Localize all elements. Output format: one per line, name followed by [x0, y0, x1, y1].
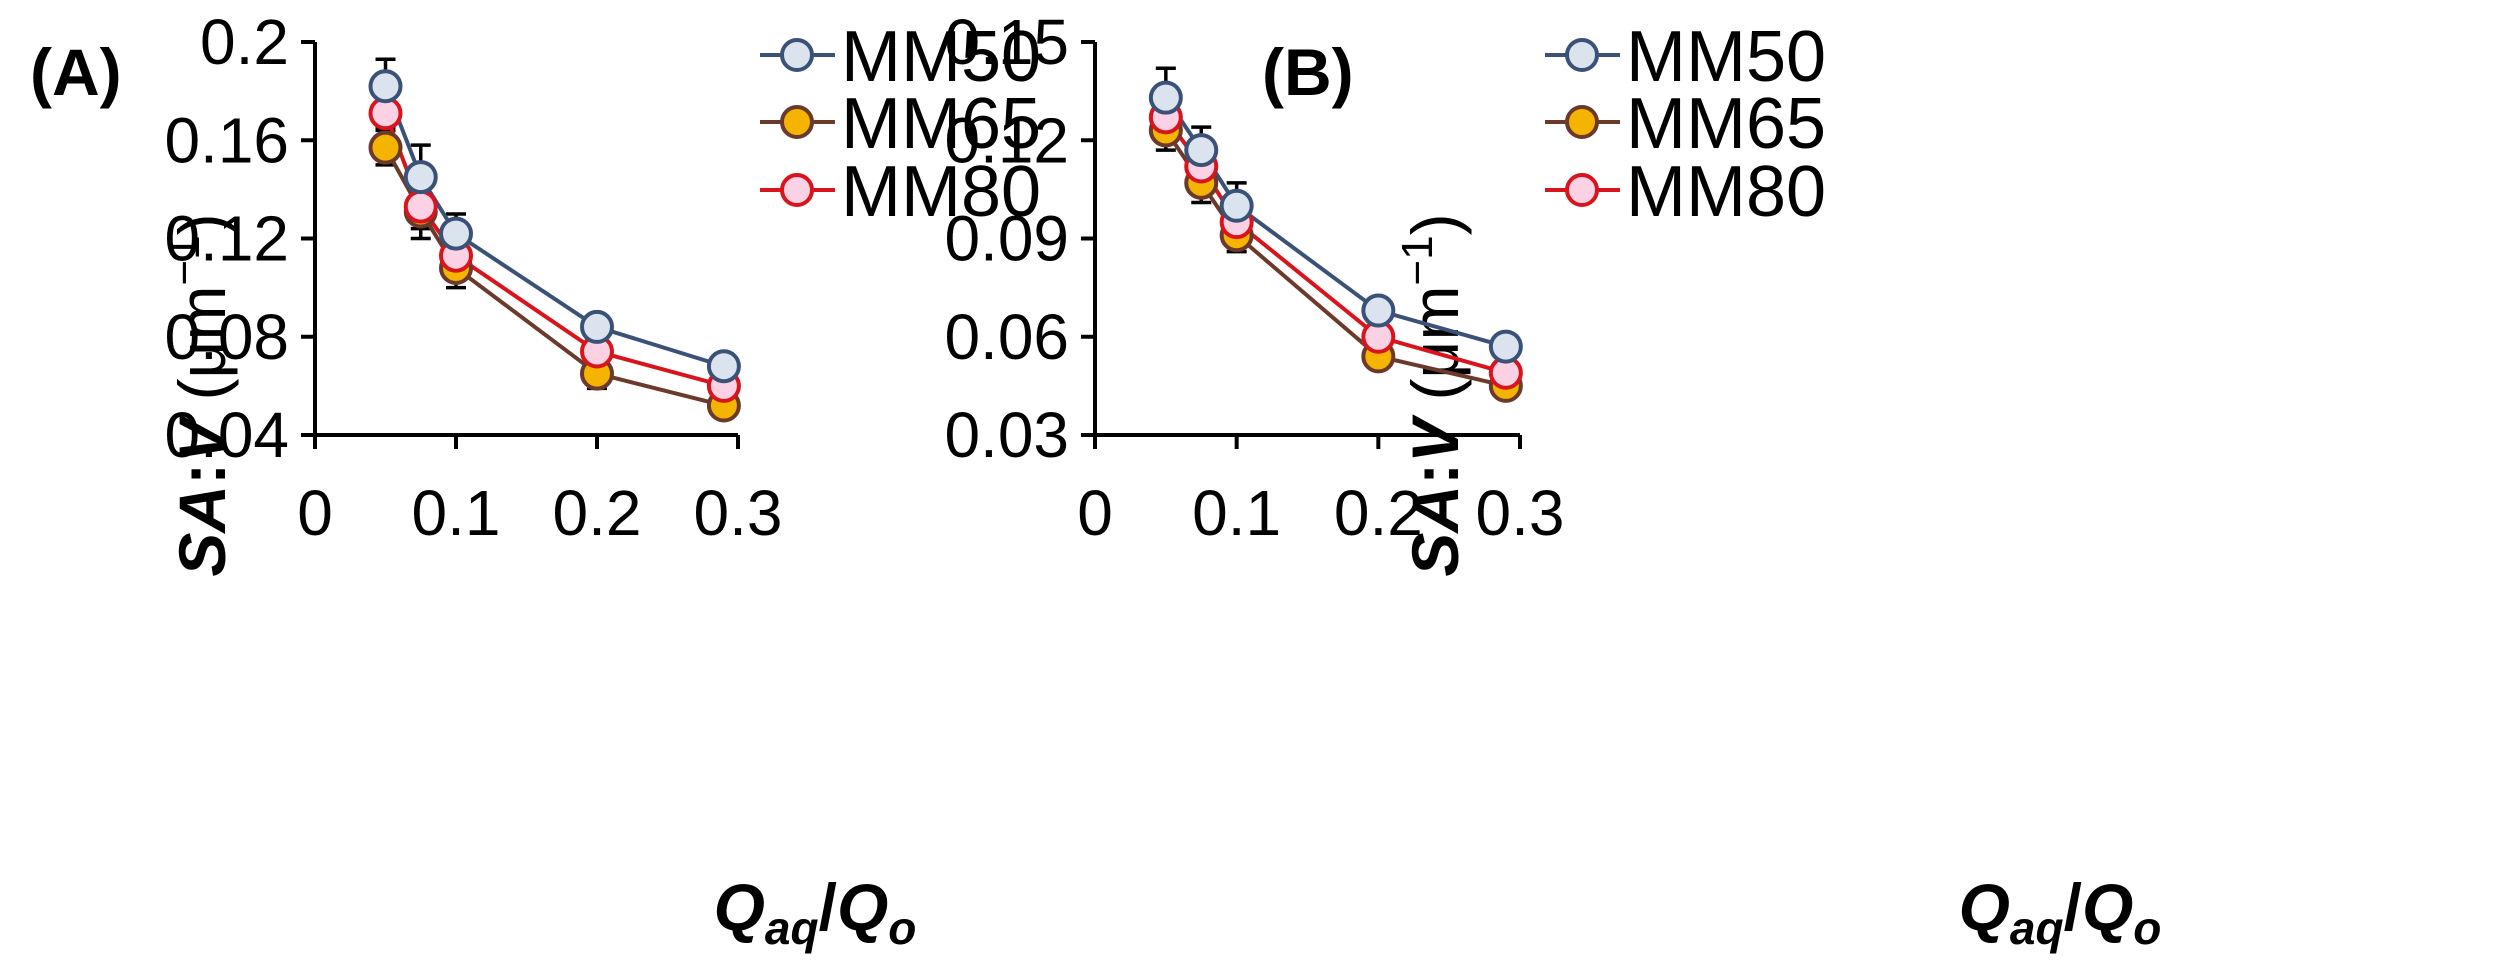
panel-b-legend-mm50-marker	[1565, 38, 1599, 72]
panel-a-label: (A)	[30, 35, 122, 109]
panel-b-y-tick-label: 0.15	[944, 6, 1069, 78]
panel-b-plot-area: 0.03 0.06 0.09 0.12 0.15 0 0.1 0.2 0.3 MM50MM65MM…	[944, 6, 1826, 549]
panel-a-mm50-point	[403, 160, 438, 195]
panel-b-mm50-point	[1488, 329, 1523, 364]
panel-b-mm50-point	[1184, 133, 1219, 168]
panel-a-mm50-point	[706, 349, 741, 384]
panel-b-y-tick-label: 0.09	[944, 203, 1069, 275]
svg-text:SA:V (μm−1): SA:V (μm−1)	[1393, 213, 1472, 576]
panel-b-y-tick-label: 0.06	[944, 301, 1069, 373]
panel-a-y-tick-label: 0.12	[164, 203, 289, 275]
panel-a-plot-area: 0.04 0.08 0.12 0.16 0.2 0 0.1 0.2 0.3 MM50MM65MM8…	[164, 6, 1041, 549]
svg-text:SA:V (μm−1): SA:V (μm−1)	[160, 213, 239, 576]
panel-a-y-axis-title: SA:V (μm−1)	[160, 213, 239, 576]
panel-a-mm50-point	[439, 216, 473, 251]
panel-b-x-tick-label: 0.2	[1334, 477, 1423, 549]
panel-a-mm65-point	[368, 130, 403, 165]
panel-a-x-tick-label: 0.3	[694, 477, 783, 549]
panel-a-legend-mm80-marker	[780, 173, 814, 207]
panel-a-legend-mm65-label: MM65	[841, 84, 1041, 164]
panel-a-mm80-point	[403, 189, 438, 224]
panel-a-y-tick-label: 0.08	[164, 301, 289, 373]
panel-b-y-tick-label: 0.03	[944, 399, 1069, 471]
panel-a-legend-mm50-label: MM50	[841, 17, 1041, 97]
panel-b-legend-mm50-label: MM50	[1626, 17, 1826, 97]
panel-b-x-axis-title: Qaq/Qo	[1959, 870, 2162, 954]
panel-a-mm80-series-line	[383, 112, 725, 388]
panel-b-mm50-point	[1219, 188, 1254, 223]
panel-b-legend-mm65-label: MM65	[1626, 84, 1826, 164]
panel-b: (B) SA:V (μm−1) Qaq/Qo 0.030.060.090.120…	[944, 6, 2161, 954]
panel-b-legend-mm65-marker	[1565, 105, 1599, 139]
panel-b-x-tick-label: 0	[1077, 477, 1113, 549]
panel-a-legend-mm65-marker	[780, 105, 814, 139]
panel-a-y-tick-label: 0.04	[164, 399, 289, 471]
panel-b-x-tick-label: 0.1	[1192, 477, 1281, 549]
panel-a: (A) SA:V (μm−1) Qaq/Qo 0.040.080.120.160…	[30, 6, 1041, 954]
panel-b-label: (B)	[1262, 35, 1354, 109]
panel-b-y-tick-label: 0.12	[944, 104, 1069, 176]
panel-b-y-axis-title: SA:V (μm−1)	[1393, 213, 1472, 576]
panel-b-mm50-point	[1148, 80, 1183, 115]
panel-b-legend-mm80-label: MM80	[1626, 152, 1826, 232]
panel-a-x-tick-label: 0.2	[553, 477, 642, 549]
panel-a-legend-mm80-label: MM80	[841, 152, 1041, 232]
panel-a-x-tick-label: 0	[297, 477, 333, 549]
panel-a-mm65-series-line	[383, 146, 725, 408]
panel-a-mm50-point	[368, 69, 403, 104]
panel-a-x-axis-title: Qaq/Qo	[714, 870, 917, 954]
svg-text:Qaq/Qo: Qaq/Qo	[714, 870, 917, 954]
svg-text:Qaq/Qo: Qaq/Qo	[1959, 870, 2162, 954]
panel-a-y-tick-label: 0.16	[164, 104, 289, 176]
panel-b-x-tick-label: 0.3	[1476, 477, 1565, 549]
panel-a-mm50-point	[580, 309, 614, 344]
panel-b-mm50-point	[1361, 293, 1396, 328]
panel-a-y-tick-label: 0.2	[200, 6, 289, 78]
panel-b-legend-mm80-marker	[1565, 173, 1599, 207]
panel-a-x-tick-label: 0.1	[412, 477, 501, 549]
panel-a-legend-mm50-marker	[780, 38, 814, 72]
